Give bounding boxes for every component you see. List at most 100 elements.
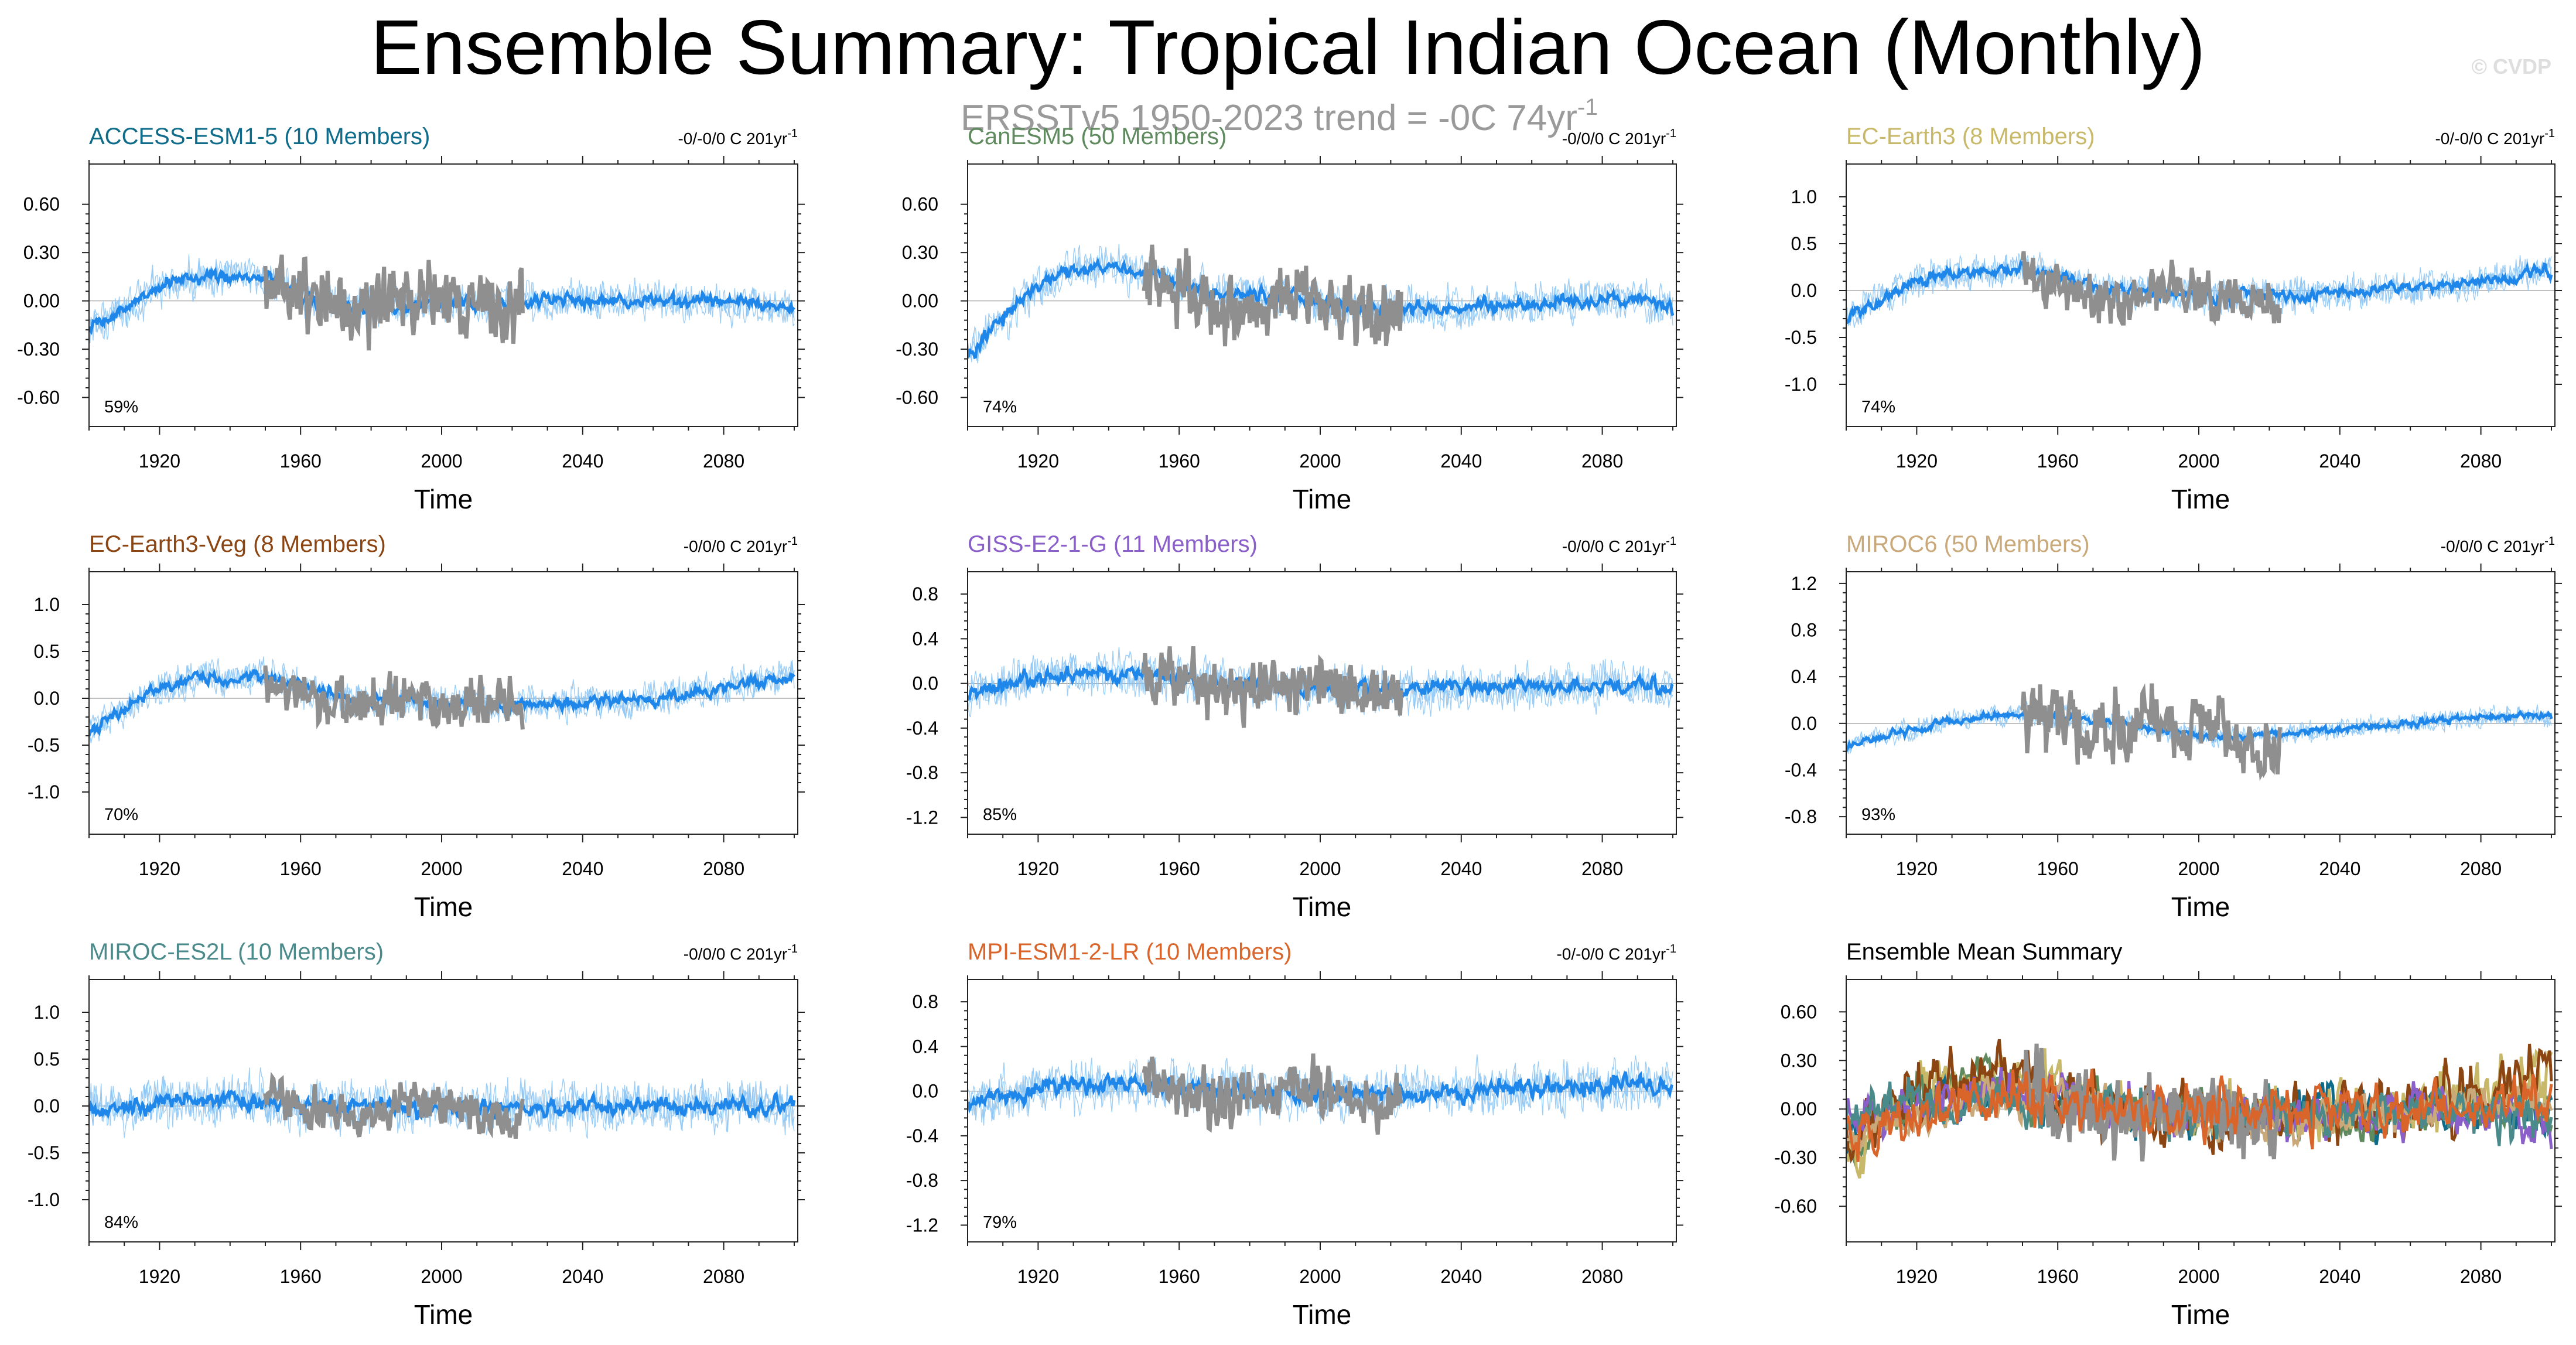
x-tick-label: 2080 [1581, 1266, 1623, 1287]
y-tick-label: -0.5 [28, 1142, 60, 1163]
x-tick-label: 1920 [1017, 450, 1059, 472]
x-tick-label: 2080 [2460, 858, 2502, 879]
x-axis-label: Time [414, 484, 473, 514]
y-tick-label: 0.60 [902, 194, 938, 215]
panel-title: ACCESS-ESM1-5 (10 Members) [89, 124, 430, 149]
observations-line [263, 1071, 525, 1139]
y-tick-label: -1.2 [906, 807, 938, 828]
x-axis-label: Time [2171, 892, 2230, 922]
x-tick-label: 2000 [1299, 858, 1341, 879]
panel-trend: -0/-0/0 C 201yr-1 [678, 127, 798, 148]
x-tick-label: 1960 [280, 858, 322, 879]
panel-data [968, 244, 1676, 364]
panel-title: MPI-ESM1-2-LR (10 Members) [968, 939, 1292, 965]
y-tick-label: 0.0 [1791, 713, 1817, 734]
y-tick-label: 0.4 [913, 628, 938, 649]
x-tick-label: 2040 [2319, 1266, 2360, 1287]
panel-data [89, 656, 798, 743]
panel-data [1846, 251, 2555, 328]
y-tick-label: -1.0 [28, 1189, 60, 1210]
panel-data [89, 1067, 798, 1139]
panel-trend-superscript: -1 [1666, 127, 1676, 140]
panel-trend: -0/-0/0 C 201yr-1 [2435, 127, 2555, 148]
panel-frame [88, 163, 798, 427]
panel-title: CanESM5 (50 Members) [968, 124, 1226, 149]
panel-trend-superscript: -1 [2544, 535, 2555, 548]
y-tick-label: 0.0 [913, 673, 938, 694]
y-tick-label: -0.5 [28, 735, 60, 756]
observations-line [1142, 1053, 1403, 1135]
panel-frame [967, 571, 1677, 835]
x-axis-label: Time [2171, 1299, 2230, 1330]
y-tick-label: -0.4 [906, 1125, 938, 1146]
panels-group: ACCESS-ESM1-5 (10 Members) -0/-0/0 C 201y… [17, 124, 2562, 1330]
y-tick-label: 0.30 [1781, 1050, 1817, 1071]
x-tick-label: 2080 [2460, 450, 2502, 472]
x-tick-label: 1920 [139, 450, 180, 472]
x-tick-label: 1920 [1896, 1266, 1938, 1287]
panel-trend-text: -0/-0/0 C 201yr [2435, 129, 2544, 148]
panel-percentage: 84% [104, 1213, 138, 1232]
chart-panel: GISS-E2-1-G (11 Members) -0/0/0 C 201yr-1… [906, 531, 1683, 922]
ensemble-mean-line [1846, 706, 2553, 753]
y-tick-label: -0.30 [1774, 1147, 1817, 1168]
x-tick-label: 2040 [562, 858, 603, 879]
y-tick-label: 1.0 [34, 1002, 60, 1023]
panel-trend-text: -0/0/0 C 201yr [684, 537, 787, 555]
y-tick-label: -0.60 [17, 387, 60, 408]
x-tick-label: 1920 [1017, 1266, 1059, 1287]
x-tick-label: 1920 [139, 1266, 180, 1287]
x-tick-label: 2000 [2178, 1266, 2219, 1287]
x-tick-label: 2040 [1440, 858, 1482, 879]
y-tick-label: 0.8 [913, 991, 938, 1012]
panel-title: GISS-E2-1-G (11 Members) [968, 531, 1258, 557]
cvdp-watermark: © CVDP [2471, 54, 2551, 78]
x-tick-label: 1920 [1896, 450, 1938, 472]
y-tick-label: -0.60 [896, 387, 938, 408]
x-tick-label: 2000 [1299, 1266, 1341, 1287]
x-tick-label: 2000 [421, 450, 462, 472]
x-tick-label: 2040 [1440, 450, 1482, 472]
panel-frame [88, 979, 798, 1242]
y-tick-label: -0.4 [906, 718, 938, 739]
chart-panel: MPI-ESM1-2-LR (10 Members) -0/-0/0 C 201y… [906, 939, 1683, 1330]
chart-panel: CanESM5 (50 Members) -0/0/0 C 201yr-1 0.60… [896, 124, 1683, 514]
panel-frame [967, 979, 1677, 1242]
x-tick-label: 1960 [280, 450, 322, 472]
panel-trend-superscript: -1 [787, 127, 798, 140]
panel-trend-text: -0/0/0 C 201yr [1562, 537, 1666, 555]
x-tick-label: 1920 [1896, 858, 1938, 879]
x-tick-label: 2000 [421, 1266, 462, 1287]
x-tick-label: 2080 [703, 450, 744, 472]
panel-frame [1846, 979, 2555, 1242]
x-tick-label: 1960 [2037, 858, 2079, 879]
observations-trend-superscript: -1 [1577, 94, 1598, 120]
x-tick-label: 2080 [2460, 1266, 2502, 1287]
chart-panel: EC-Earth3-Veg (8 Members) -0/0/0 C 201yr -… [28, 531, 805, 922]
panel-trend-superscript: -1 [1666, 535, 1676, 548]
y-tick-label: 1.0 [1791, 186, 1817, 207]
x-tick-label: 2040 [562, 450, 603, 472]
y-tick-label: 0.5 [1791, 233, 1817, 254]
panel-trend-text: -0/0/0 C 201yr [684, 945, 787, 963]
y-tick-label: -1.0 [28, 781, 60, 803]
y-tick-label: -0.4 [1785, 759, 1817, 780]
panel-data [968, 646, 1676, 728]
panel-data [1846, 683, 2555, 781]
panel-title: MIROC6 (50 Members) [1846, 531, 2090, 557]
observations-line [263, 254, 525, 351]
x-axis-label: Time [1293, 484, 1352, 514]
x-tick-label: 2080 [1581, 858, 1623, 879]
y-tick-label: 0.60 [1781, 1001, 1817, 1022]
y-tick-label: -1.0 [1785, 374, 1817, 395]
x-tick-label: 2000 [2178, 450, 2219, 472]
panel-percentage: 59% [104, 398, 138, 417]
panel-percentage: 70% [104, 805, 138, 824]
y-tick-label: -0.8 [906, 762, 938, 783]
panel-title: EC-Earth3-Veg (8 Members) [89, 531, 386, 557]
observations-line [2020, 251, 2282, 327]
y-tick-label: -0.30 [896, 339, 938, 360]
x-tick-label: 2040 [2319, 858, 2360, 879]
panel-percentage: 79% [983, 1213, 1017, 1232]
